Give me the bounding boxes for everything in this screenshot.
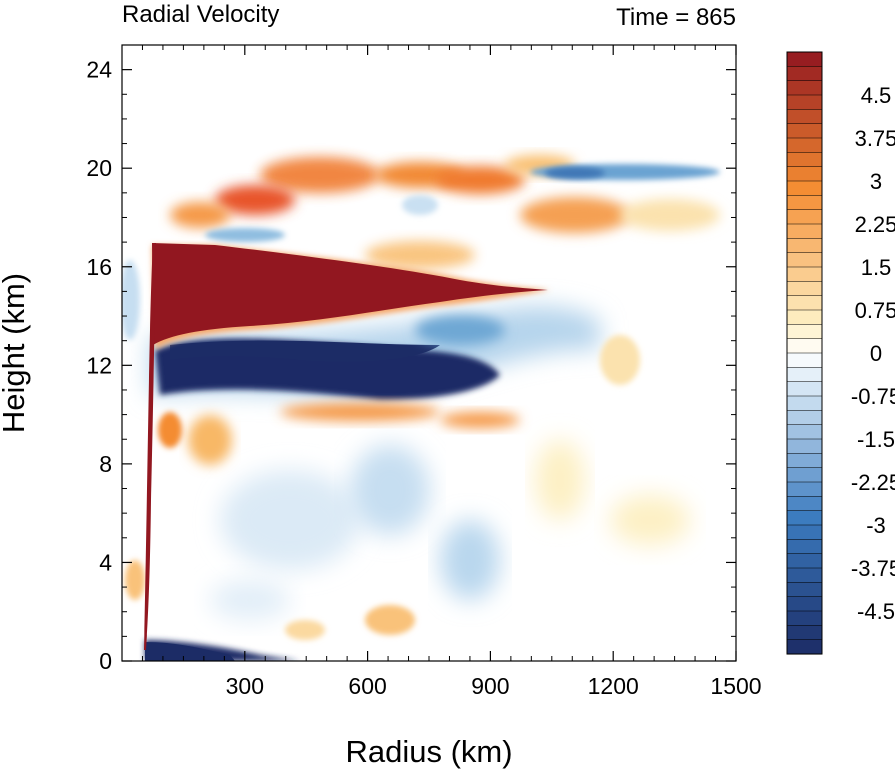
- outflow-jet: [152, 243, 550, 350]
- colorbar-swatch: [786, 438, 823, 454]
- colorbar-swatch: [786, 338, 823, 354]
- colorbar-swatch: [786, 395, 823, 411]
- colorbar-swatch: [786, 467, 823, 483]
- colorbar-swatch: [786, 309, 823, 325]
- upper-inflow-patch: [205, 228, 285, 242]
- colorbar-swatch: [786, 567, 823, 583]
- colorbar-swatch: [786, 94, 823, 110]
- x-tick-label: 1500: [710, 673, 761, 699]
- colorbar-swatch: [786, 596, 823, 612]
- colorbar-label: 0.75: [855, 298, 895, 323]
- x-tick-label: 300: [226, 673, 264, 699]
- colorbar-swatch: [786, 152, 823, 168]
- y-tick-label: 24: [86, 57, 112, 83]
- colorbar-frame: [786, 51, 823, 655]
- mid-level-inflow: [150, 306, 600, 400]
- colorbar-swatch: [786, 524, 823, 540]
- y-tick-label: 16: [86, 254, 112, 280]
- colorbar-label: -3.75: [851, 556, 895, 581]
- y-tick-label: 20: [86, 155, 112, 181]
- colorbar-label: 3: [870, 169, 882, 194]
- chart-title: Radial Velocity: [122, 1, 279, 28]
- colorbar-swatch: [786, 367, 823, 383]
- colorbar-label: 4.5: [861, 83, 892, 108]
- velocity-field: [122, 155, 720, 661]
- colorbar-swatch: [786, 510, 823, 526]
- colorbar-swatch: [786, 295, 823, 311]
- y-axis-title: Height (km): [0, 273, 31, 433]
- colorbar-label: 3.75: [855, 126, 895, 151]
- colorbar-swatch: [786, 266, 823, 282]
- colorbar-swatch: [786, 252, 823, 268]
- colorbar-swatch: [786, 166, 823, 182]
- x-tick-label: 1200: [588, 673, 639, 699]
- colorbar-label: -2.25: [851, 470, 895, 495]
- colorbar-swatch: [786, 223, 823, 239]
- axes: 300 600 900 1200 1500 0 4 8 12 16 20 24: [86, 45, 762, 699]
- colorbar-swatch: [786, 123, 823, 139]
- colorbar-label: -4.5: [857, 599, 895, 624]
- colorbar-swatch: [786, 66, 823, 82]
- y-tick-label: 0: [99, 648, 112, 674]
- colorbar-swatch: [786, 410, 823, 426]
- colorbar-label: -3: [866, 513, 886, 538]
- colorbar-swatch: [786, 582, 823, 598]
- colorbar-swatch: [786, 424, 823, 440]
- colorbar-swatch: [786, 553, 823, 569]
- colorbar-swatch: [786, 352, 823, 368]
- colorbar-swatch: [786, 137, 823, 153]
- y-tick-label: 12: [86, 352, 112, 378]
- x-tick-label: 600: [348, 673, 386, 699]
- colorbar-label: 1.5: [861, 255, 892, 280]
- colorbar-swatch: [786, 381, 823, 397]
- colorbar-swatch: [786, 281, 823, 297]
- mid-level-outflow: [158, 403, 520, 465]
- upper-inflow-patch: [402, 195, 438, 215]
- colorbar-swatch: [786, 109, 823, 125]
- x-axis-title: Radius (km): [345, 734, 512, 769]
- lower-weak-inflow: [122, 260, 500, 620]
- colorbar-label: -1.5: [857, 427, 895, 452]
- colorbar-label: 0: [870, 341, 882, 366]
- outer-upper-inflow: [545, 167, 605, 179]
- colorbar-swatch: [786, 238, 823, 254]
- upper-outflow-aloft: [170, 155, 575, 269]
- colorbar-swatch: [786, 610, 823, 626]
- boundary-layer-inflow: [145, 642, 235, 661]
- outer-upper-outflow: [620, 199, 720, 231]
- colorbar-swatch: [786, 496, 823, 512]
- colorbar-swatch: [786, 80, 823, 96]
- colorbar-swatch: [786, 209, 823, 225]
- colorbar-swatch: [786, 625, 823, 641]
- colorbar-swatch: [786, 539, 823, 555]
- colorbar-label: -0.75: [851, 384, 895, 409]
- y-tick-label: 8: [99, 451, 112, 477]
- colorbar-label: 2.25: [855, 212, 895, 237]
- eyewall-outflow: [144, 243, 156, 650]
- colorbar-swatch: [786, 180, 823, 196]
- lower-weak-outflow: [125, 335, 690, 640]
- y-tick-label: 4: [99, 549, 112, 575]
- colorbar: 4.5 3.75 3 2.25 1.5 0.75 0 -0.75 -1.5 -2.25 -3 -3.7…: [786, 51, 895, 655]
- colorbar-swatch: [786, 453, 823, 469]
- colorbar-swatch: [786, 324, 823, 340]
- colorbar-swatch: [786, 481, 823, 497]
- colorbar-swatch: [786, 195, 823, 211]
- x-tick-label: 900: [471, 673, 509, 699]
- colorbar-swatch: [786, 639, 823, 655]
- time-label: Time = 865: [616, 4, 736, 31]
- outer-upper-outflow: [520, 197, 630, 233]
- colorbar-swatch: [786, 51, 823, 67]
